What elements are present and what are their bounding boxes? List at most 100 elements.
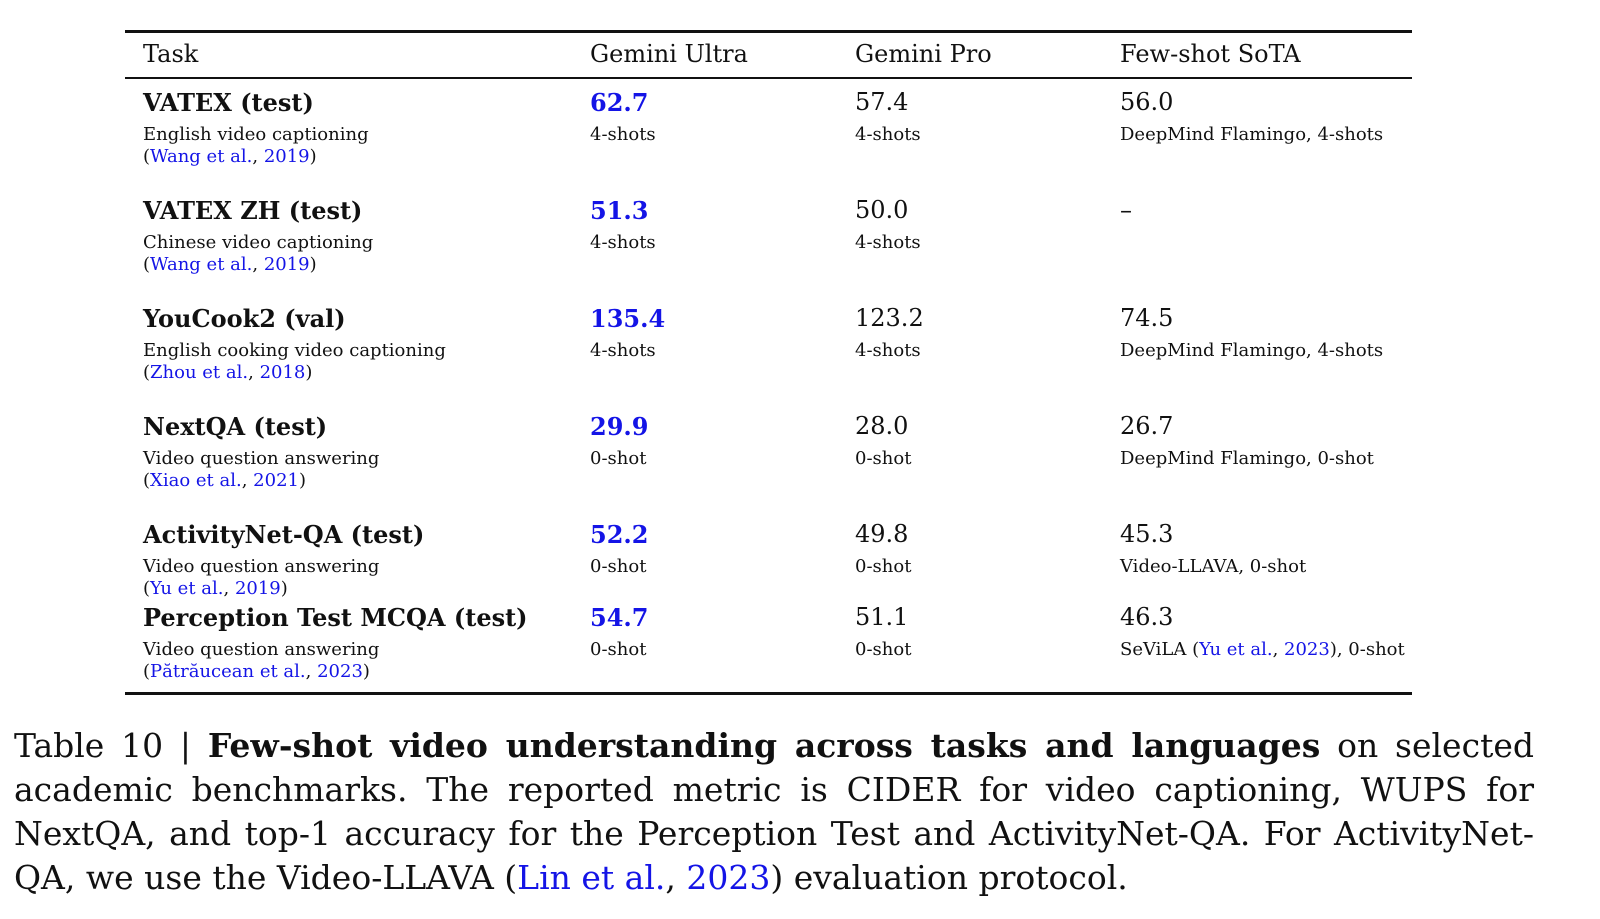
caption-citation-year-link[interactable]: 2023 — [686, 858, 771, 897]
caption-cite-separator: , — [665, 858, 687, 897]
gemini-ultra-score: 29.9 — [590, 412, 649, 441]
gemini-pro-score: 50.0 — [855, 196, 909, 224]
benchmark-citation: (Pătrăucean et al., 2023) — [143, 661, 370, 682]
gemini-ultra-score: 52.2 — [590, 520, 649, 549]
citation-paren-open: ( — [143, 146, 151, 167]
gemini-pro-score: 123.2 — [855, 304, 924, 332]
sota-note: DeepMind Flamingo, 0-shot — [1120, 448, 1374, 469]
citation-paren-open: ( — [143, 470, 151, 491]
sota-score: 26.7 — [1120, 412, 1174, 440]
citation-separator: , — [1272, 639, 1285, 660]
gemini-ultra-shots: 4-shots — [590, 232, 656, 253]
caption-title: Few-shot video understanding across task… — [207, 726, 1321, 765]
benchmark-citation: (Yu et al., 2019) — [143, 578, 288, 599]
benchmark-description: English video captioning — [143, 124, 369, 145]
citation-paren-open: ( — [143, 578, 151, 599]
caption-cite-open: ( — [504, 858, 518, 897]
citation-paren-open: ( — [143, 661, 151, 682]
table-top-rule — [125, 30, 1412, 33]
benchmark-citation: (Zhou et al., 2018) — [143, 362, 312, 383]
caption-citation-author-link[interactable]: Lin et al. — [517, 858, 666, 897]
table-header-rule — [125, 77, 1412, 79]
sota-note: SeViLA (Yu et al., 2023), 0-shot — [1120, 639, 1405, 660]
benchmark-description: Video question answering — [143, 448, 380, 469]
sota-note: DeepMind Flamingo, 4-shots — [1120, 340, 1384, 361]
citation-separator: , — [252, 146, 264, 167]
gemini-ultra-score: 51.3 — [590, 196, 649, 225]
gemini-ultra-shots: 0-shot — [590, 448, 647, 469]
gemini-pro-shots: 4-shots — [855, 124, 921, 145]
benchmark-citation: (Wang et al., 2019) — [143, 254, 317, 275]
gemini-pro-shots: 4-shots — [855, 340, 921, 361]
citation-year-link[interactable]: 2023 — [317, 661, 363, 682]
citation-author-link[interactable]: Wang et al. — [150, 146, 253, 167]
gemini-pro-shots: 4-shots — [855, 232, 921, 253]
citation-paren-close: ) — [280, 578, 288, 599]
citation-author-link[interactable]: Wang et al. — [150, 254, 253, 275]
benchmark-name: NextQA (test) — [143, 412, 328, 441]
citation-year-link[interactable]: 2019 — [263, 146, 310, 167]
citation-separator: , — [305, 661, 318, 682]
citation-author-link[interactable]: Zhou et al. — [150, 362, 249, 383]
gemini-ultra-shots: 0-shot — [590, 556, 647, 577]
benchmark-description: Video question answering — [143, 556, 380, 577]
citation-separator: , — [223, 578, 235, 599]
citation-author-link[interactable]: Xiao et al. — [150, 470, 242, 491]
benchmark-name: VATEX ZH (test) — [143, 196, 363, 225]
gemini-ultra-score: 62.7 — [590, 88, 649, 117]
sota-score: 46.3 — [1120, 603, 1174, 631]
citation-author-link[interactable]: Yu et al. — [1199, 639, 1273, 660]
sota-score: 45.3 — [1120, 520, 1174, 548]
column-header-gemini-pro: Gemini Pro — [855, 40, 992, 68]
citation-paren-close: ) — [298, 470, 307, 491]
citation-paren-close: ) — [305, 362, 313, 383]
citation-paren-close: ) — [309, 146, 317, 167]
gemini-ultra-score: 135.4 — [590, 304, 666, 333]
gemini-ultra-shots: 0-shot — [590, 639, 647, 660]
gemini-pro-shots: 0-shot — [855, 639, 912, 660]
sota-note: Video-LLAVA, 0-shot — [1120, 556, 1307, 577]
citation-separator: , — [252, 254, 264, 275]
benchmark-description: Video question answering — [143, 639, 380, 660]
gemini-pro-score: 28.0 — [855, 412, 909, 440]
citation-year-link[interactable]: 2023 — [1284, 639, 1330, 660]
sota-note: DeepMind Flamingo, 4-shots — [1120, 124, 1384, 145]
sota-note-suffix: ), 0-shot — [1329, 639, 1405, 660]
sota-score: – — [1120, 196, 1132, 224]
gemini-ultra-score: 54.7 — [590, 603, 649, 632]
citation-separator: , — [241, 470, 254, 491]
citation-paren-close: ) — [309, 254, 317, 275]
citation-paren-open: ( — [143, 254, 151, 275]
column-header-few-shot-sota: Few-shot SoTA — [1120, 40, 1301, 68]
citation-paren-close: ) — [362, 661, 370, 682]
citation-year-link[interactable]: 2018 — [259, 362, 306, 383]
sota-score: 56.0 — [1120, 88, 1174, 116]
caption-cite-close: ) evaluation protocol. — [770, 858, 1128, 897]
caption-label: Table 10 | — [14, 726, 208, 765]
citation-year-link[interactable]: 2019 — [263, 254, 310, 275]
benchmark-description: English cooking video captioning — [143, 340, 446, 361]
citation-author-link[interactable]: Yu et al. — [150, 578, 224, 599]
benchmark-citation: (Wang et al., 2019) — [143, 146, 317, 167]
sota-score: 74.5 — [1120, 304, 1174, 332]
column-header-gemini-ultra: Gemini Ultra — [590, 40, 748, 68]
table-caption: Table 10 | Few-shot video understanding … — [14, 724, 1534, 900]
caption-text: on selected academic benchmarks. The rep… — [14, 726, 1534, 897]
citation-separator: , — [248, 362, 260, 383]
column-header-task: Task — [143, 40, 199, 68]
gemini-ultra-shots: 4-shots — [590, 340, 656, 361]
benchmark-name: Perception Test MCQA (test) — [143, 603, 528, 632]
gemini-pro-score: 49.8 — [855, 520, 909, 548]
citation-author-link[interactable]: Pătrăucean et al. — [150, 661, 306, 682]
benchmark-name: VATEX (test) — [143, 88, 314, 117]
benchmark-name: YouCook2 (val) — [143, 304, 346, 333]
gemini-pro-score: 57.4 — [855, 88, 909, 116]
sota-note-prefix: SeViLA ( — [1120, 639, 1200, 660]
citation-year-link[interactable]: 2021 — [253, 470, 299, 491]
benchmark-description: Chinese video captioning — [143, 232, 374, 253]
citation-year-link[interactable]: 2019 — [234, 578, 281, 599]
benchmark-name: ActivityNet-QA (test) — [143, 520, 425, 549]
gemini-pro-score: 51.1 — [855, 603, 909, 631]
gemini-ultra-shots: 4-shots — [590, 124, 656, 145]
gemini-pro-shots: 0-shot — [855, 448, 912, 469]
